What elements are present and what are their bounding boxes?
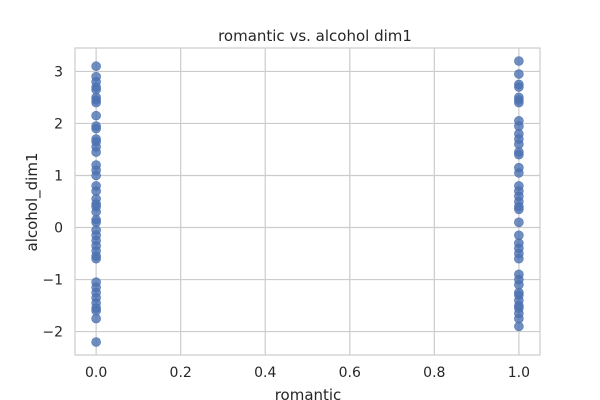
data-point xyxy=(514,69,524,79)
data-point xyxy=(514,168,524,178)
data-point xyxy=(514,97,524,108)
x-tick-labels: 0.0 0.2 0.4 0.6 0.8 1.0 xyxy=(85,365,530,381)
data-point xyxy=(514,149,524,160)
y-tick-label: 3 xyxy=(54,64,63,80)
data-point xyxy=(91,110,101,121)
data-point xyxy=(514,56,524,66)
x-tick-label: 0.6 xyxy=(339,365,361,381)
x-tick-label: 1.0 xyxy=(508,365,530,381)
plot-frame xyxy=(74,47,541,356)
data-point xyxy=(91,313,101,324)
data-point xyxy=(514,82,524,92)
data-point xyxy=(514,217,524,228)
chart-title: romantic vs. alcohol dim1 xyxy=(218,27,412,45)
y-tick-label: 0 xyxy=(54,221,63,237)
y-axis-label: alcohol_dim1 xyxy=(23,153,42,252)
x-tick-label: 0.8 xyxy=(423,365,445,381)
x-tick-label: 0.4 xyxy=(254,365,276,381)
y-tick-label: −2 xyxy=(42,325,63,341)
data-point xyxy=(91,337,101,347)
y-tick-label: 1 xyxy=(54,168,63,184)
data-point xyxy=(514,321,524,332)
y-tick-label: −1 xyxy=(42,273,63,289)
data-points xyxy=(91,56,524,347)
x-axis-label: romantic xyxy=(275,386,342,400)
y-tick-labels: −2 −1 0 1 2 3 xyxy=(42,64,63,340)
data-point xyxy=(91,123,101,134)
y-tick-label: 2 xyxy=(54,116,63,132)
grid-lines xyxy=(75,48,540,355)
data-point xyxy=(91,253,101,264)
data-point xyxy=(91,170,101,181)
x-tick-label: 0.2 xyxy=(170,365,192,381)
data-point xyxy=(91,61,101,72)
x-tick-label: 0.0 xyxy=(85,365,107,381)
data-point xyxy=(91,97,101,108)
data-point xyxy=(514,253,524,264)
data-point xyxy=(514,204,524,215)
data-point xyxy=(91,147,101,157)
